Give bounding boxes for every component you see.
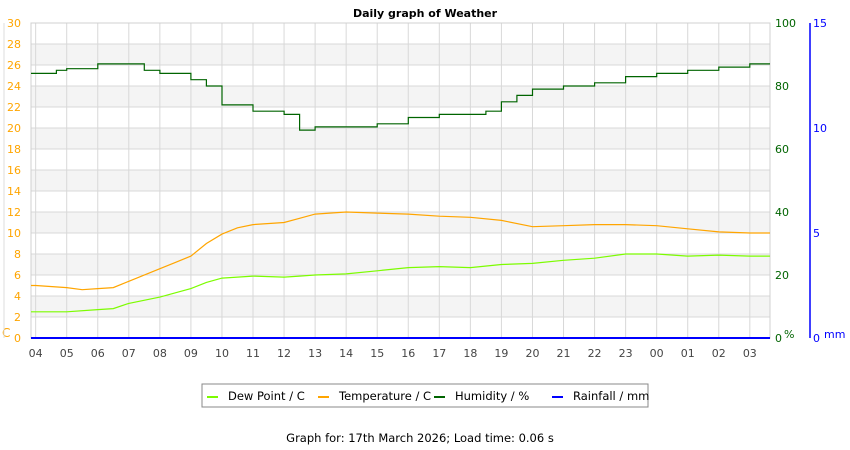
x-tick-label: 06 (91, 347, 105, 360)
x-tick-label: 10 (215, 347, 229, 360)
humidity-tick-label: 80 (775, 80, 789, 93)
legend-item: Humidity / % (434, 389, 529, 403)
legend-item: Temperature / C (318, 389, 431, 403)
legend-item: Dew Point / C (207, 389, 305, 403)
temp-tick-label: 2 (14, 311, 21, 324)
humidity-unit-label: % (784, 328, 794, 341)
band (31, 254, 770, 275)
humidity-tick-label: 40 (775, 206, 789, 219)
x-tick-label: 08 (153, 347, 167, 360)
legend-label: Temperature / C (338, 389, 431, 403)
temp-tick-label: 22 (7, 101, 21, 114)
temp-tick-label: 14 (7, 185, 21, 198)
x-tick-label: 21 (557, 347, 571, 360)
series-line-humidity (31, 63, 770, 131)
temp-tick-label: 12 (7, 206, 21, 219)
x-tick-label: 13 (308, 347, 322, 360)
chart-title: Daily graph of Weather (353, 7, 498, 20)
legend-item: Rainfall / mm (552, 389, 649, 403)
band (31, 128, 770, 149)
band (31, 170, 770, 191)
series-line-dew (31, 253, 770, 313)
band (31, 212, 770, 233)
band (31, 86, 770, 107)
x-tick-label: 19 (494, 347, 508, 360)
temp-tick-label: 0 (14, 332, 21, 345)
legend-label: Rainfall / mm (573, 389, 649, 403)
legend: Dew Point / C Temperature / C Humidity / %… (201, 383, 649, 408)
x-tick-label: 18 (463, 347, 477, 360)
rainfall-tick-label: 10 (813, 122, 827, 135)
temp-tick-label: 26 (7, 59, 21, 72)
x-tick-label: 03 (743, 347, 757, 360)
temp-tick-label: 4 (14, 290, 21, 303)
x-tick-label: 22 (588, 347, 602, 360)
background-bands (31, 44, 770, 317)
x-tick-label: 23 (619, 347, 633, 360)
footer-text: Graph for: 17th March 2026; Load time: 0… (286, 431, 554, 445)
rainfall-unit-label: mm (824, 328, 845, 341)
band (31, 296, 770, 317)
legend-swatch (207, 396, 218, 398)
legend-swatch (434, 396, 445, 398)
temp-tick-label: 24 (7, 80, 21, 93)
x-tick-label: 01 (681, 347, 695, 360)
humidity-tick-label: 60 (775, 143, 789, 156)
humidity-tick-label: 100 (775, 17, 796, 30)
x-tick-label: 09 (184, 347, 198, 360)
temp-tick-label: 30 (7, 17, 21, 30)
temp-tick-label: 10 (7, 227, 21, 240)
humidity-tick-label: 0 (775, 332, 782, 345)
legend-label: Dew Point / C (228, 389, 305, 403)
temp-tick-label: 6 (14, 269, 21, 282)
x-tick-label: 17 (432, 347, 446, 360)
x-tick-label: 12 (277, 347, 291, 360)
x-tick-label: 11 (246, 347, 260, 360)
x-tick-label: 15 (370, 347, 384, 360)
temp-tick-label: 8 (14, 248, 21, 261)
x-tick-label: 00 (650, 347, 664, 360)
temp-unit-label: C (2, 326, 10, 340)
x-tick-label: 02 (712, 347, 726, 360)
series-line-temperature (31, 211, 770, 291)
rainfall-tick-label: 15 (813, 17, 827, 30)
x-tick-label: 20 (525, 347, 539, 360)
series-lines (31, 63, 770, 339)
x-tick-label: 16 (401, 347, 415, 360)
x-tick-label: 04 (29, 347, 43, 360)
rainfall-tick-label: 0 (813, 332, 820, 345)
x-tick-label: 05 (60, 347, 74, 360)
x-tick-label: 14 (339, 347, 353, 360)
humidity-tick-label: 20 (775, 269, 789, 282)
legend-swatch (552, 396, 563, 398)
temp-tick-label: 16 (7, 164, 21, 177)
temp-tick-label: 18 (7, 143, 21, 156)
rainfall-tick-label: 5 (813, 227, 820, 240)
temp-tick-label: 28 (7, 38, 21, 51)
x-tick-label: 07 (122, 347, 136, 360)
temp-tick-label: 20 (7, 122, 21, 135)
legend-label: Humidity / % (455, 389, 529, 403)
band (31, 44, 770, 65)
legend-swatch (318, 396, 329, 398)
